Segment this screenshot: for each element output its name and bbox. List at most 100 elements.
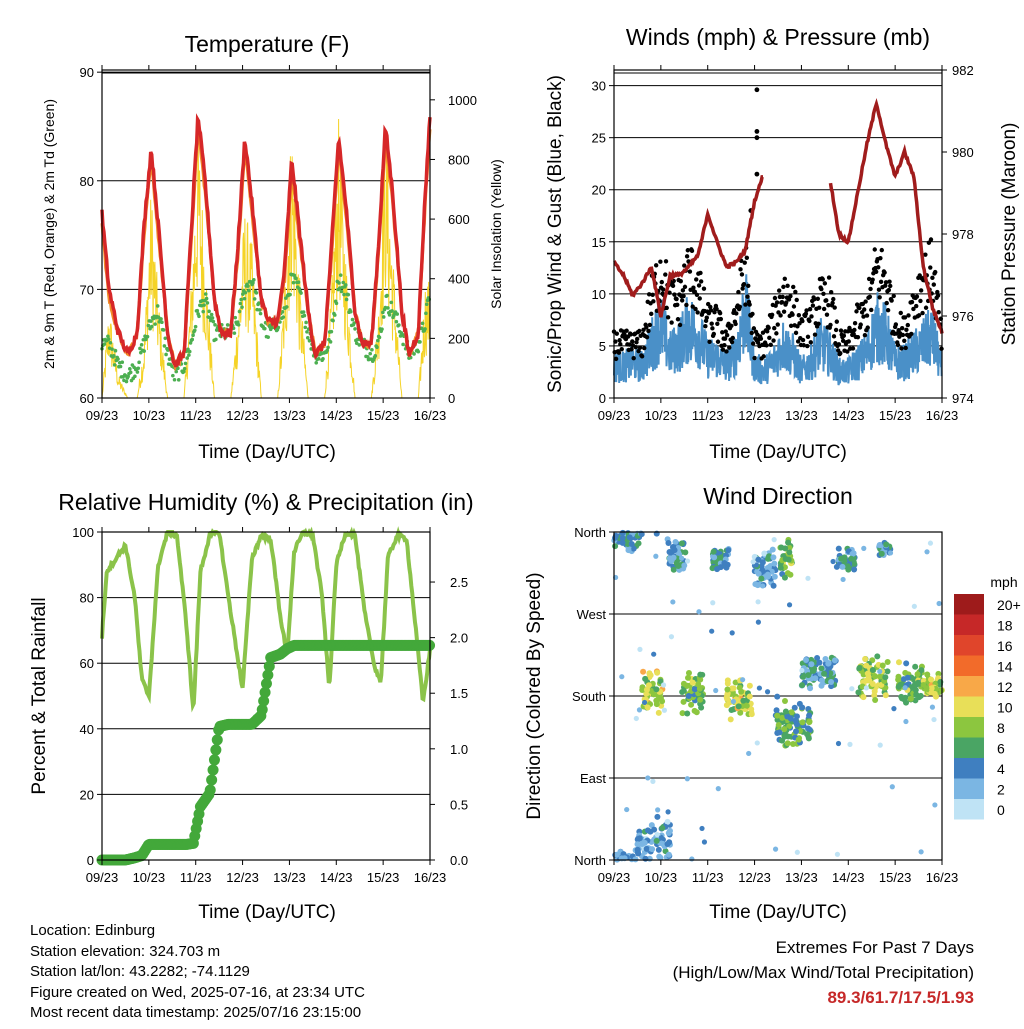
direction-point	[664, 818, 671, 825]
gust-point	[909, 331, 914, 337]
dewpoint-point	[246, 288, 251, 293]
gust-point	[659, 279, 664, 285]
gust-point	[776, 310, 781, 315]
direction-point	[681, 562, 688, 569]
direction-point	[805, 672, 812, 679]
precip-point	[211, 734, 223, 746]
gust-point	[882, 270, 887, 275]
dewpoint-point	[193, 324, 198, 329]
gust-point	[674, 296, 679, 302]
figure-created: Figure created on Wed, 2025-07-16, at 23…	[30, 983, 365, 1001]
precip-point	[263, 660, 275, 672]
gust-point	[698, 279, 704, 284]
gust-point	[703, 324, 708, 329]
gust-point	[815, 296, 821, 301]
direction-ticks: 09/23 10/23 11/23 12/23 13/23 14/23 15/23 16/23…	[572, 525, 958, 885]
legend-label: 18	[997, 618, 1013, 634]
gust-point	[711, 331, 717, 337]
direction-point	[794, 849, 800, 855]
direction-point	[855, 689, 862, 696]
gust-point	[894, 331, 899, 336]
gust-point	[804, 308, 809, 313]
precip-point	[258, 695, 270, 707]
x-tick-label: 10/23	[645, 408, 678, 423]
direction-point	[643, 686, 650, 693]
gust-point	[868, 286, 873, 292]
y-tick-label: 5	[599, 339, 606, 354]
direction-point	[737, 709, 744, 716]
dewpoint-point	[258, 311, 263, 316]
direction-ylabel-left: Direction (Colored By Speed)	[524, 572, 545, 819]
gust-point	[715, 339, 721, 344]
direction-point	[755, 556, 762, 563]
gust-point	[754, 135, 760, 141]
gust-point	[739, 272, 745, 277]
direction-point	[830, 558, 836, 565]
direction-point	[912, 686, 919, 693]
direction-point	[898, 693, 905, 700]
dewpoint-point	[237, 309, 242, 314]
gust-point	[774, 331, 779, 336]
gust-point	[822, 281, 828, 286]
gust-point	[928, 265, 933, 270]
dewpoint-point	[281, 315, 286, 319]
gust-point	[697, 296, 702, 301]
temperature-panel: Temperature (F) 09/23 10/23 11/23 12/23 13/2…	[41, 31, 504, 463]
dewpoint-point	[346, 292, 351, 297]
gust-point	[729, 339, 735, 345]
dewpoint-point	[128, 370, 133, 375]
direction-point	[931, 690, 938, 697]
gust-point	[902, 315, 908, 320]
direction-point	[653, 837, 660, 844]
dewpoint-point	[233, 315, 238, 320]
gust-point	[933, 269, 938, 275]
direction-point	[626, 534, 633, 541]
gust-point	[888, 283, 893, 289]
direction-point	[935, 670, 942, 677]
gust-point	[691, 285, 696, 290]
gust-point	[698, 270, 703, 276]
gust-point	[873, 269, 879, 274]
gust-point	[791, 284, 796, 290]
gust-point	[782, 276, 787, 281]
direction-point	[721, 559, 728, 566]
direction-point	[649, 846, 656, 853]
gust-point	[781, 284, 786, 290]
y-tick-label: West	[577, 607, 607, 622]
legend-swatch	[954, 758, 984, 779]
precip-point	[204, 784, 216, 796]
gust-point	[765, 329, 770, 334]
direction-point	[769, 546, 776, 553]
direction-point	[876, 542, 883, 549]
dewpoint-point	[305, 336, 310, 340]
gust-point	[846, 339, 851, 344]
direction-point	[845, 566, 852, 573]
direction-point	[624, 806, 630, 813]
gust-point	[911, 306, 916, 312]
gust-point	[754, 87, 760, 93]
station-latlon: Station lat/lon: 43.2282; -74.1129	[30, 963, 250, 980]
x-tick-label: 14/23	[320, 408, 353, 423]
gust-point	[633, 344, 638, 350]
direction-point	[799, 719, 806, 726]
direction-point	[724, 695, 731, 702]
direction-point	[781, 697, 788, 704]
dewpoint-point	[203, 292, 208, 296]
dewpoint-point	[161, 328, 166, 332]
legend-swatch	[954, 614, 984, 635]
direction-point	[670, 566, 677, 573]
direction-point	[929, 704, 936, 710]
direction-point	[924, 671, 931, 678]
direction-point	[635, 540, 642, 547]
gust-point	[841, 333, 847, 338]
dewpoint-point	[338, 273, 343, 277]
direction-point	[884, 658, 891, 665]
x-tick-label: 16/23	[926, 870, 959, 885]
direction-point	[895, 683, 902, 690]
gust-point	[801, 343, 806, 348]
dewpoint-point	[257, 308, 262, 312]
gust-point	[781, 309, 787, 314]
gust-point	[767, 335, 772, 341]
direction-point	[805, 725, 812, 732]
gust-point	[897, 334, 902, 339]
